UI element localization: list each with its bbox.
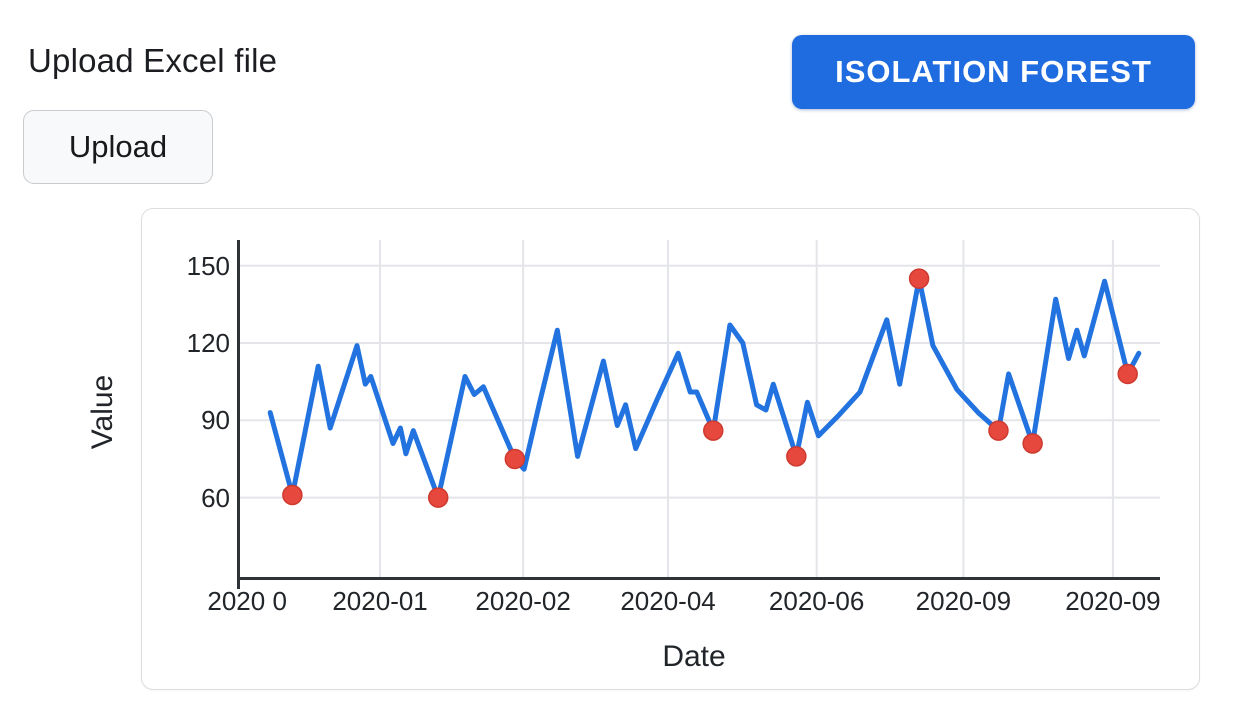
isolation-forest-button[interactable]: ISOLATION FOREST	[792, 35, 1195, 109]
page-title: Upload Excel file	[28, 42, 278, 79]
x-tick-label: 2020 0	[207, 586, 287, 616]
x-tick-label: 2020-04	[620, 586, 716, 616]
x-tick-label: 2020-09	[1065, 586, 1161, 616]
x-tick-label: 2020-06	[768, 586, 865, 616]
x-axis-title: Date	[662, 640, 726, 673]
anomaly-point	[786, 446, 807, 467]
y-tick-label: 90	[201, 405, 230, 436]
anomaly-point	[427, 487, 449, 508]
anomaly-point	[703, 420, 724, 441]
line-chart	[237, 240, 1160, 589]
upload-button[interactable]: Upload	[23, 110, 213, 184]
y-axis-title: Value	[86, 374, 119, 450]
anomaly-point	[908, 268, 930, 289]
y-tick-label: 150	[186, 250, 230, 281]
y-tick-label: 120	[186, 328, 230, 359]
x-tick-label: 2020-02	[475, 586, 571, 616]
x-tick-label: 2020-09	[915, 586, 1012, 616]
x-tick-label: 2020-01	[332, 586, 428, 616]
chart-card	[141, 208, 1200, 690]
anomaly-point	[1022, 433, 1043, 454]
anomaly-point	[1117, 363, 1138, 385]
anomaly-point	[988, 420, 1009, 441]
value-series-line	[267, 276, 1142, 501]
anomaly-point	[282, 484, 303, 506]
anomaly-point	[504, 448, 526, 470]
y-tick-label: 60	[201, 482, 230, 513]
